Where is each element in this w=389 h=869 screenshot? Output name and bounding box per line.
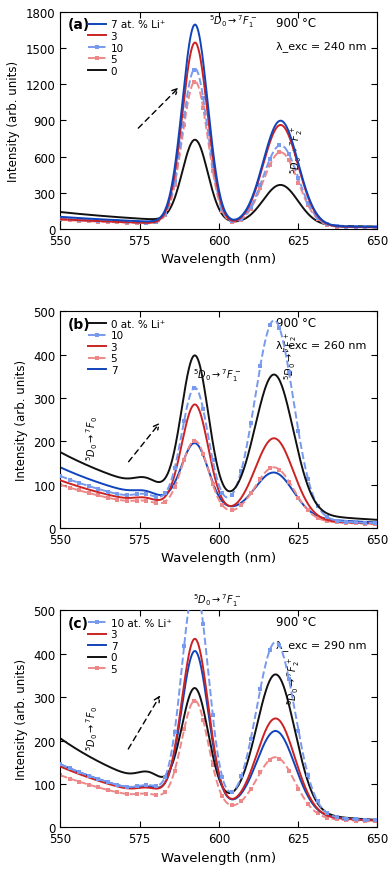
X-axis label: Wavelength (nm): Wavelength (nm) xyxy=(161,253,276,266)
Y-axis label: Intensity (arb. units): Intensity (arb. units) xyxy=(15,659,28,779)
Text: λ_exc = 290 nm: λ_exc = 290 nm xyxy=(276,639,366,650)
Text: $^5D_0{\to}^7F_1^-$: $^5D_0{\to}^7F_1^-$ xyxy=(209,13,258,30)
Text: λ_exc = 260 nm: λ_exc = 260 nm xyxy=(276,340,366,351)
Text: (c): (c) xyxy=(68,616,89,630)
Text: $^5D_0{\to}^7F_1^-$: $^5D_0{\to}^7F_1^-$ xyxy=(193,367,242,383)
Text: $^5D_0{\to}^7F_2^+$: $^5D_0{\to}^7F_2^+$ xyxy=(286,656,302,704)
Legend: 7 at. % Li⁺, 3, 10, 5, 0: 7 at. % Li⁺, 3, 10, 5, 0 xyxy=(88,20,165,76)
Text: (a): (a) xyxy=(68,18,91,32)
Text: λ_exc = 240 nm: λ_exc = 240 nm xyxy=(276,41,366,52)
Text: 900 °C: 900 °C xyxy=(276,615,316,628)
Y-axis label: Intensity (arb. units): Intensity (arb. units) xyxy=(7,61,20,182)
Text: 900 °C: 900 °C xyxy=(276,316,316,329)
Legend: 10 at. % Li⁺, 3, 7, 0, 5: 10 at. % Li⁺, 3, 7, 0, 5 xyxy=(88,618,172,674)
Text: $^5D_0{\to}^7F_1^-$: $^5D_0{\to}^7F_1^-$ xyxy=(193,592,242,608)
Text: $^5D_0{\to}^7F_0$: $^5D_0{\to}^7F_0$ xyxy=(84,705,100,750)
Text: $^5D_0{\to}^7F_2^+$: $^5D_0{\to}^7F_2^+$ xyxy=(282,331,299,380)
Text: (b): (b) xyxy=(68,317,91,331)
Y-axis label: Intensity (arb. units): Intensity (arb. units) xyxy=(15,360,28,481)
Legend: 0 at. % Li⁺, 10, 3, 5, 7: 0 at. % Li⁺, 10, 3, 5, 7 xyxy=(88,319,165,375)
X-axis label: Wavelength (nm): Wavelength (nm) xyxy=(161,552,276,565)
Text: 900 °C: 900 °C xyxy=(276,17,316,30)
Text: $^5D_0{\to}^7F_2^+$: $^5D_0{\to}^7F_2^+$ xyxy=(289,126,305,175)
Text: $^5D_0{\to}^7F_0$: $^5D_0{\to}^7F_0$ xyxy=(84,415,100,460)
X-axis label: Wavelength (nm): Wavelength (nm) xyxy=(161,851,276,864)
